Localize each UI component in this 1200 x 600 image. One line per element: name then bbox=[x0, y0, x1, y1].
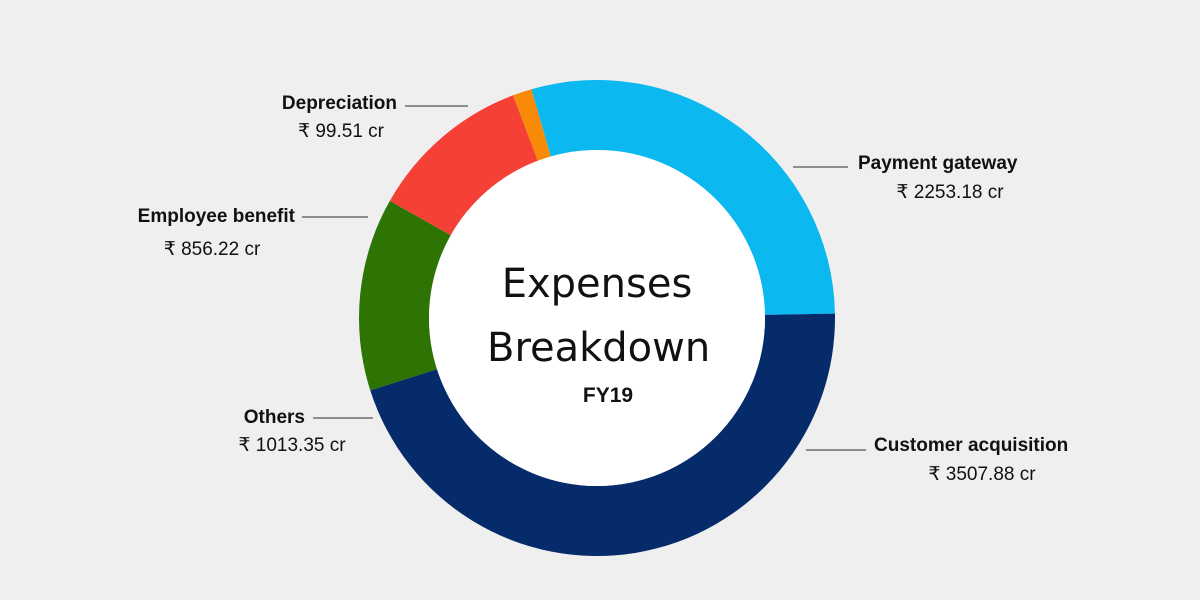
slice bbox=[370, 313, 836, 557]
slice-label: Payment gateway bbox=[858, 153, 1018, 174]
slice-label: Others bbox=[244, 407, 305, 428]
slice bbox=[531, 79, 835, 315]
value-label: ₹ 1013.35 cr bbox=[238, 435, 346, 456]
chart-title: Expenses Breakdown bbox=[487, 261, 711, 371]
slice-label: Employee benefit bbox=[138, 206, 296, 227]
value-label: ₹ 856.22 cr bbox=[164, 239, 261, 260]
value-label: ₹ 3507.88 cr bbox=[928, 464, 1036, 485]
value-label: ₹ 99.51 cr bbox=[298, 121, 385, 142]
value-label: ₹ 2253.18 cr bbox=[896, 182, 1004, 203]
slice-label: Customer acquisition bbox=[874, 435, 1068, 456]
donut-hole bbox=[429, 150, 765, 486]
slice bbox=[513, 89, 551, 161]
slice bbox=[358, 200, 451, 391]
slice bbox=[389, 95, 538, 236]
slice-label: Depreciation bbox=[282, 93, 397, 114]
chart-subtitle: FY19 bbox=[582, 384, 634, 407]
